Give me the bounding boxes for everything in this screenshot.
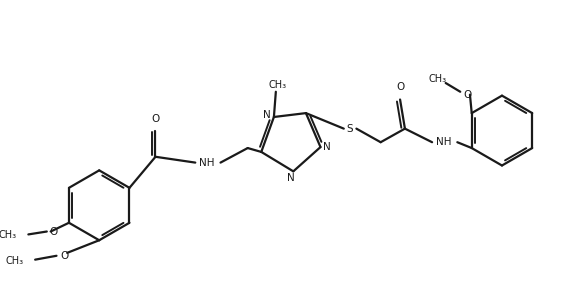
Text: O: O bbox=[396, 82, 404, 92]
Text: N: N bbox=[263, 110, 271, 120]
Text: NH: NH bbox=[199, 158, 215, 168]
Text: O: O bbox=[151, 114, 160, 124]
Text: CH₃: CH₃ bbox=[269, 80, 287, 90]
Text: O: O bbox=[60, 251, 69, 261]
Text: N: N bbox=[287, 173, 295, 183]
Text: O: O bbox=[49, 227, 58, 237]
Text: CH₃: CH₃ bbox=[0, 231, 16, 240]
Text: CH₃: CH₃ bbox=[429, 74, 447, 84]
Text: NH: NH bbox=[436, 137, 451, 147]
Text: N: N bbox=[323, 142, 331, 152]
Text: O: O bbox=[463, 90, 471, 100]
Text: S: S bbox=[346, 123, 353, 134]
Text: CH₃: CH₃ bbox=[5, 256, 23, 266]
